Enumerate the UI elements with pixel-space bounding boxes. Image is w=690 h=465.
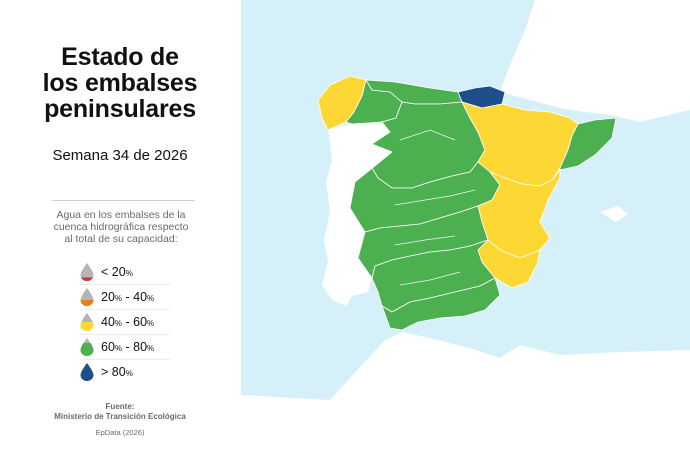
source-note: Fuente: Ministerio de Transición Ecológi…: [20, 402, 220, 422]
spain-reservoir-map: [241, 0, 690, 465]
legend-label: > 80%: [101, 365, 133, 379]
basin-sur: [381, 277, 501, 331]
title-line: peninsulares: [44, 95, 196, 123]
week-subtitle: Semana 34 de 2026: [52, 147, 188, 164]
legend-item-20-40: 20% - 40%: [80, 285, 170, 310]
map-title: Estado de los embalses peninsulares: [20, 44, 220, 122]
source-name: Ministerio de Transición Ecológica: [54, 412, 186, 421]
legend-label: < 20%: [101, 265, 133, 279]
legend-item-above-80: > 80%: [80, 360, 170, 384]
balearic-islands: [600, 206, 628, 222]
divider: [52, 200, 195, 201]
water-drop-icon: [80, 313, 94, 331]
portugal-landmass: [322, 122, 392, 306]
water-drop-icon: [80, 338, 94, 356]
africa-landmass: [241, 332, 690, 465]
drop-fill: [80, 363, 94, 381]
legend-description-line: cuenca hidrográfica respecto: [53, 221, 189, 233]
title-line: los embalses: [42, 69, 198, 97]
legend-label: 60% - 80%: [101, 340, 155, 354]
drop-fill: [80, 343, 94, 356]
map: [241, 0, 690, 465]
legend-item-60-80: 60% - 80%: [80, 335, 170, 360]
drop-fill: [80, 277, 94, 281]
legend-item-below-20: < 20%: [80, 260, 170, 285]
legend-label: 40% - 60%: [101, 315, 155, 329]
legend-list: < 20% 20% - 40% 40% - 60% 60%: [80, 260, 170, 384]
drop-fill: [80, 300, 94, 306]
legend-description: Agua en los embalses de la cuenca hidrog…: [30, 209, 212, 245]
legend-panel: Estado de los embalses peninsulares Sema…: [0, 0, 241, 465]
basin-boundaries: [394, 129, 476, 286]
legend-description-line: al total de su capacidad:: [64, 233, 178, 245]
france-landmass: [395, 0, 690, 122]
drop-fill: [80, 322, 94, 331]
basin-catalunya: [559, 117, 617, 171]
credit: EpData (2026): [95, 428, 145, 437]
legend-item-40-60: 40% - 60%: [80, 310, 170, 335]
water-drop-icon: [80, 288, 94, 306]
water-drop-icon: [80, 363, 94, 381]
source-label: Fuente:: [105, 402, 135, 411]
title-line: Estado de: [61, 43, 179, 71]
legend-description-line: Agua en los embalses de la: [56, 209, 186, 221]
basin-ebro: [461, 101, 579, 187]
legend-label: 20% - 40%: [101, 290, 155, 304]
water-drop-icon: [80, 263, 94, 281]
